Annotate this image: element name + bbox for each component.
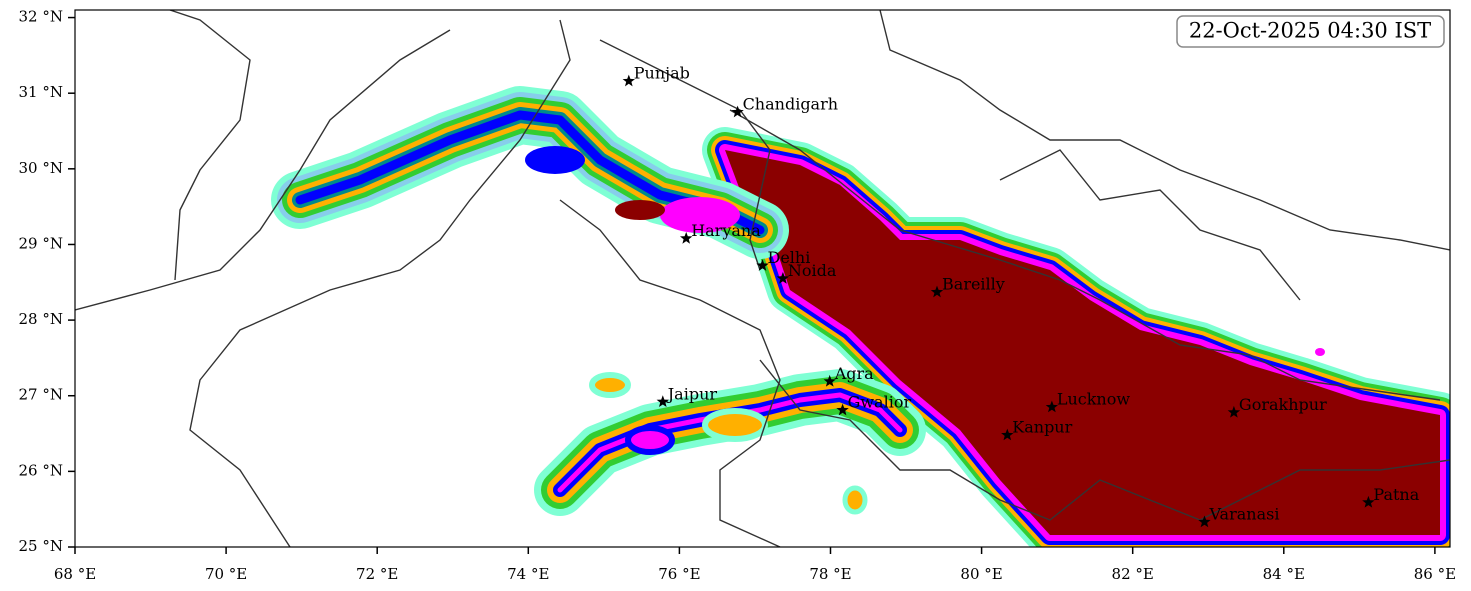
city-marker <box>622 74 635 87</box>
city-label: Agra <box>834 364 874 383</box>
city-marker <box>930 285 944 298</box>
x-tick-label: 80 °E <box>960 565 1002 583</box>
city-marker <box>680 231 693 244</box>
city-label: Haryana <box>691 221 761 240</box>
city-marker <box>823 374 836 387</box>
city-marker <box>1362 495 1375 508</box>
city-label: Kanpur <box>1012 418 1072 437</box>
city-marker <box>656 395 669 407</box>
city-label: Bareilly <box>942 275 1005 294</box>
city-marker <box>836 403 849 416</box>
y-tick-label: 25 °N <box>19 537 63 555</box>
city-label: Chandigarh <box>743 95 838 114</box>
y-tick-label: 32 °N <box>19 8 63 26</box>
city-marker <box>1227 405 1241 418</box>
city-label: Patna <box>1373 485 1419 504</box>
city-label: Gorakhpur <box>1239 395 1327 414</box>
city-marker <box>776 272 790 284</box>
x-tick-label: 84 °E <box>1263 565 1305 583</box>
borders <box>75 10 1450 547</box>
city-marker <box>1198 515 1211 528</box>
timestamp: 22-Oct-2025 04:30 IST <box>1189 19 1431 43</box>
y-tick-label: 28 °N <box>19 310 63 328</box>
precipitation <box>300 115 1440 535</box>
city-label: Punjab <box>634 64 690 83</box>
x-tick-label: 74 °E <box>507 565 549 583</box>
city-label: Jaipur <box>666 384 718 403</box>
x-tick-label: 86 °E <box>1414 565 1456 583</box>
x-tick-label: 76 °E <box>658 565 700 583</box>
x-tick-label: 72 °E <box>356 565 398 583</box>
x-tick-label: 70 °E <box>205 565 247 583</box>
city-label: Noida <box>788 261 837 280</box>
x-tick-label: 68 °E <box>54 565 96 583</box>
y-tick-label: 31 °N <box>19 83 63 101</box>
city-label: Gwalior <box>848 393 912 412</box>
y-tick-label: 30 °N <box>19 159 63 177</box>
city-label: Varanasi <box>1208 505 1279 524</box>
city-label: Lucknow <box>1057 390 1131 409</box>
plot-frame <box>74 9 1451 548</box>
y-tick-label: 29 °N <box>19 234 63 252</box>
city-marker <box>756 259 769 271</box>
city-marker <box>1045 400 1058 413</box>
city-label: Delhi <box>768 248 811 267</box>
y-tick-label: 27 °N <box>19 386 63 404</box>
timestamp-box <box>1176 15 1445 48</box>
city-marker <box>1001 428 1014 441</box>
y-tick-label: 26 °N <box>19 461 63 479</box>
city-marker <box>731 105 744 118</box>
x-tick-label: 78 °E <box>809 565 851 583</box>
x-tick-label: 82 °E <box>1112 565 1154 583</box>
